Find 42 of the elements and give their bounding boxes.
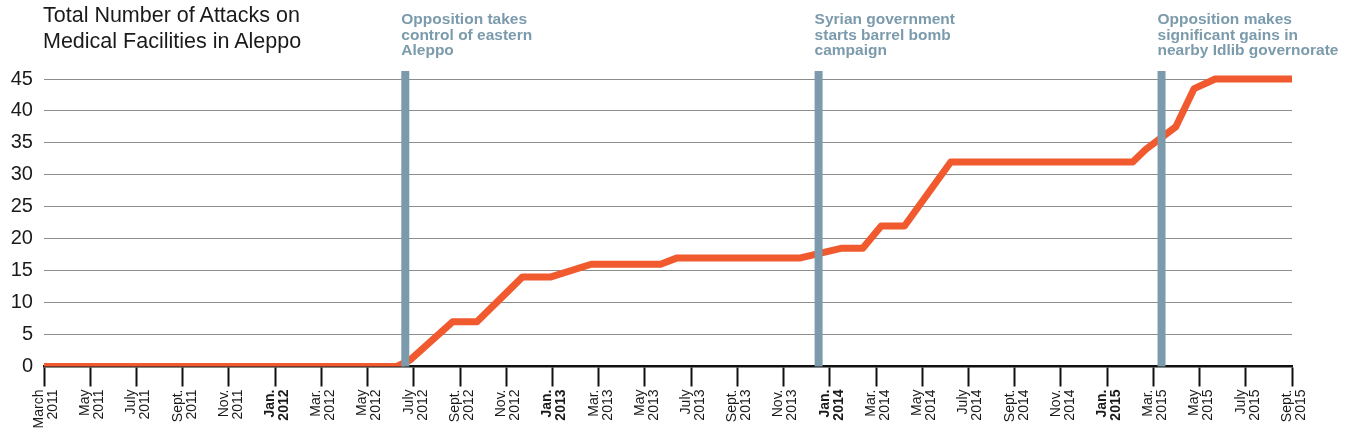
x-tick-label: Nov. 2012 xyxy=(492,389,523,421)
ref-line-label: Syrian government starts barrel bomb campaign xyxy=(814,10,955,58)
x-tick-label: July 2012 xyxy=(399,389,430,421)
x-tick-label: Jan. 2013 xyxy=(538,389,569,421)
x-tick-label: Jan. 2014 xyxy=(815,389,846,421)
y-tick-label: 10 xyxy=(10,290,33,313)
x-tick-label: May 2015 xyxy=(1185,389,1216,421)
y-tick-label: 20 xyxy=(10,226,33,249)
x-tick-label: Sept. 2014 xyxy=(1000,389,1031,423)
x-tick-label: July 2014 xyxy=(954,389,985,421)
x-tick-label: Mar. 2012 xyxy=(307,389,338,421)
x-tick-label: March 2011 xyxy=(29,389,60,429)
y-tick-label: 30 xyxy=(10,162,33,185)
y-tick-label: 15 xyxy=(10,258,33,281)
x-tick-label: July 2011 xyxy=(122,389,153,420)
x-tick-label: Mar. 2015 xyxy=(1139,389,1170,421)
x-tick-label: May 2012 xyxy=(353,389,384,421)
x-tick-label: Mar. 2013 xyxy=(584,389,615,421)
x-tick-label: Nov. 2011 xyxy=(214,389,245,420)
ref-line-label: Opposition takes control of eastern Aleppo xyxy=(401,10,533,58)
x-tick-label: Jan. 2015 xyxy=(1092,389,1123,421)
x-tick-label: Nov. 2013 xyxy=(769,389,800,421)
x-tick-label: July 2013 xyxy=(676,389,707,421)
ref-line-label: Opposition makes significant gains in nearby Idlib governorate xyxy=(1157,10,1339,58)
x-tick-label: May 2013 xyxy=(630,389,661,421)
y-tick-label: 40 xyxy=(10,98,33,121)
x-tick-label: Jan. 2012 xyxy=(260,389,291,421)
chart-title: Total Number of Attacks on Medical Facilities in Aleppo xyxy=(43,2,303,54)
x-tick-label: May 2014 xyxy=(908,389,939,421)
x-tick-label: Sept. 2015 xyxy=(1277,389,1308,423)
y-tick-label: 0 xyxy=(21,354,33,377)
y-tick-label: 45 xyxy=(10,66,33,89)
y-tick-label: 5 xyxy=(21,322,33,345)
y-tick-label: 35 xyxy=(10,130,33,153)
x-tick-label: Sept. 2011 xyxy=(168,389,199,423)
x-tick-label: July 2015 xyxy=(1231,389,1262,421)
x-tick-label: Nov. 2014 xyxy=(1046,389,1077,421)
x-tick-label: May 2011 xyxy=(76,389,107,420)
x-tick-label: Sept. 2012 xyxy=(445,389,476,423)
x-tick-label: Mar. 2014 xyxy=(861,389,892,421)
x-tick-label: Sept. 2013 xyxy=(723,389,754,423)
y-tick-label: 25 xyxy=(10,194,33,217)
